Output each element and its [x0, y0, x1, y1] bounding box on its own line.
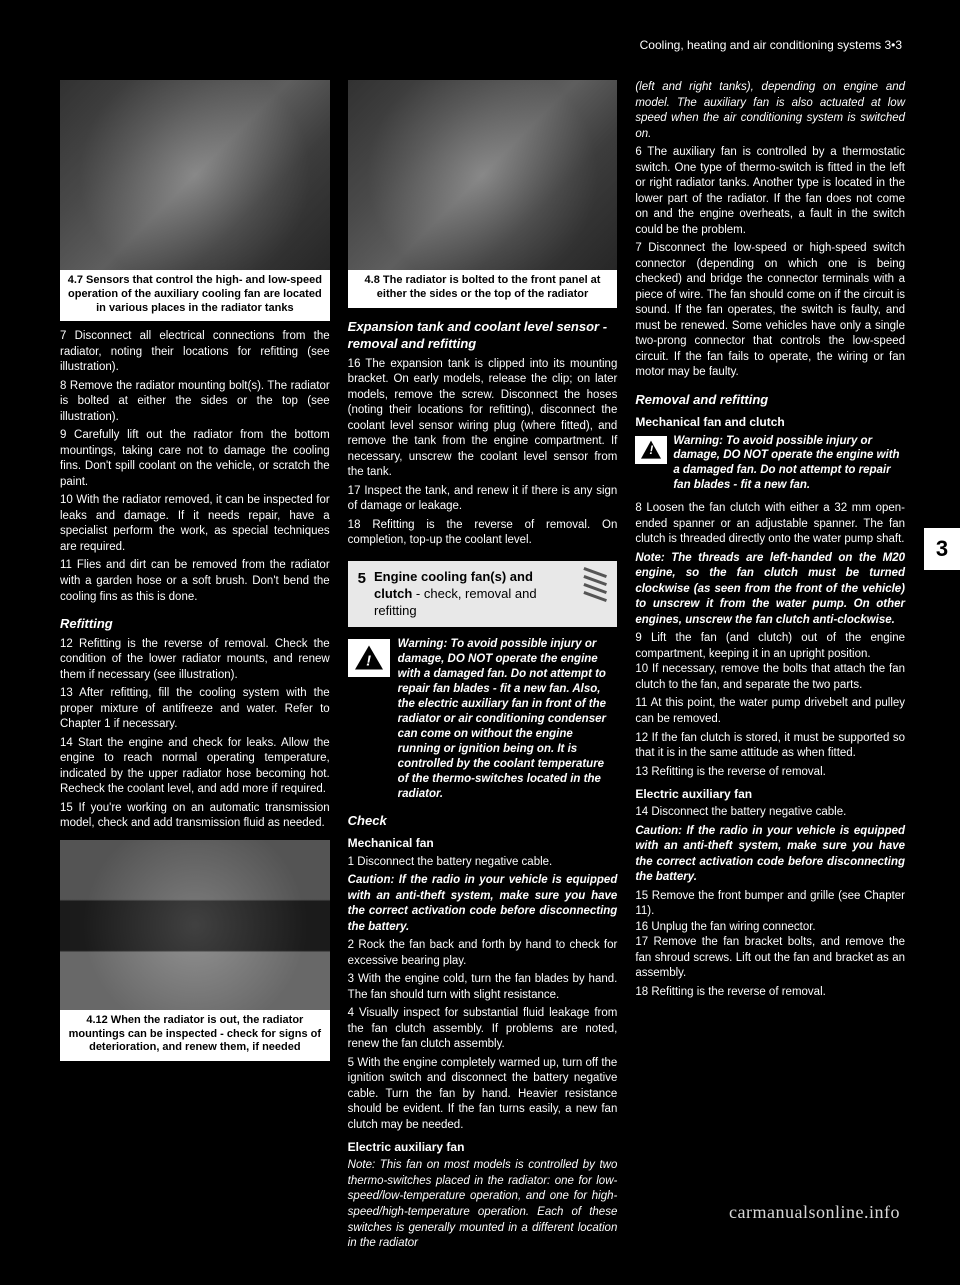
- heading-refitting: Refitting: [60, 615, 330, 633]
- heading-electric-aux-fan-1: Electric auxiliary fan: [348, 1139, 618, 1155]
- heading-mechanical-fan: Mechanical fan: [348, 835, 618, 851]
- check-step-4: 4 Visually inspect for substantial fluid…: [348, 1006, 618, 1053]
- figure-4-12-caption: 4.12 When the radiator is out, the radia…: [60, 1010, 330, 1061]
- step-8: 8 Remove the radiator mounting bolt(s). …: [60, 379, 330, 426]
- check-step-7: 7 Disconnect the low-speed or high-speed…: [635, 241, 905, 381]
- check-step-3: 3 With the engine cold, turn the fan bla…: [348, 972, 618, 1003]
- removal-step-13: 13 Refitting is the reverse of removal.: [635, 765, 905, 781]
- battery-caution-1: Caution: If the radio in your vehicle is…: [348, 873, 618, 935]
- figure-4-12-image: [60, 840, 330, 1010]
- figure-4-7-image: [60, 80, 330, 270]
- figure-4-12: 4.12 When the radiator is out, the radia…: [60, 840, 330, 1061]
- warning-triangle-icon-2: [635, 436, 667, 464]
- heading-check: Check: [348, 812, 618, 830]
- column-1: 4.7 Sensors that control the high- and l…: [60, 80, 330, 1255]
- section-5-header: 5 Engine cooling fan(s) and clutch - che…: [348, 561, 618, 628]
- figure-4-8: 4.8 The radiator is bolted to the front …: [348, 80, 618, 308]
- step-9: 9 Carefully lift out the radiator from t…: [60, 428, 330, 490]
- step-17: 17 Inspect the tank, and renew it if the…: [348, 484, 618, 515]
- step-10: 10 With the radiator removed, it can be …: [60, 493, 330, 555]
- note-6: Note: This fan on most models is control…: [348, 1158, 618, 1251]
- column-2: 4.8 The radiator is bolted to the front …: [348, 80, 618, 1255]
- figure-4-8-caption: 4.8 The radiator is bolted to the front …: [348, 270, 618, 308]
- heading-removal-refitting: Removal and refitting: [635, 391, 905, 409]
- step-13: 13 After refitting, fill the cooling sys…: [60, 686, 330, 733]
- note-6-cont: (left and right tanks), depending on eng…: [635, 80, 905, 142]
- step-15: 15 If you're working on an automatic tra…: [60, 801, 330, 832]
- removal-step-12: 12 If the fan clutch is stored, it must …: [635, 731, 905, 762]
- heading-mechanical-fan-clutch: Mechanical fan and clutch: [635, 414, 905, 430]
- step-12: 12 Refitting is the reverse of removal. …: [60, 637, 330, 684]
- figure-4-8-image: [348, 80, 618, 270]
- warning-triangle-icon: [348, 639, 390, 677]
- heading-expansion-tank: Expansion tank and coolant level sensor …: [348, 318, 618, 353]
- removal-step-15-17: 15 Remove the front bumper and grille (s…: [635, 889, 905, 982]
- chapter-tab: 3: [924, 528, 960, 570]
- check-step-6: 6 The auxiliary fan is controlled by a t…: [635, 145, 905, 238]
- check-step-5: 5 With the engine completely warmed up, …: [348, 1056, 618, 1134]
- removal-step-14: 14 Disconnect the battery negative cable…: [635, 805, 905, 821]
- check-step-2: 2 Rock the fan back and forth by hand to…: [348, 938, 618, 969]
- step-16: 16 The expansion tank is clipped into it…: [348, 357, 618, 481]
- removal-step-8: 8 Loosen the fan clutch with either a 32…: [635, 501, 905, 548]
- removal-step-11: 11 At this point, the water pump drivebe…: [635, 696, 905, 727]
- removal-step-9-10: 9 Lift the fan (and clutch) out of the e…: [635, 631, 905, 693]
- figure-4-7-caption: 4.7 Sensors that control the high- and l…: [60, 270, 330, 321]
- removal-step-18: 18 Refitting is the reverse of removal.: [635, 985, 905, 1001]
- watermark: carmanualsonline.info: [729, 1202, 900, 1223]
- step-7: 7 Disconnect all electrical connections …: [60, 329, 330, 376]
- figure-4-7: 4.7 Sensors that control the high- and l…: [60, 80, 330, 321]
- spanner-icon: [579, 567, 611, 605]
- column-3: (left and right tanks), depending on eng…: [635, 80, 905, 1255]
- battery-caution-2: Caution: If the radio in your vehicle is…: [635, 824, 905, 886]
- page-header: Cooling, heating and air conditioning sy…: [640, 38, 902, 52]
- section-5-title: Engine cooling fan(s) and clutch - check…: [374, 569, 607, 620]
- check-step-1: 1 Disconnect the battery negative cable.: [348, 855, 618, 871]
- step-18: 18 Refitting is the reverse of removal. …: [348, 518, 618, 549]
- section-5-number: 5: [358, 569, 366, 589]
- heading-electric-aux-fan-2: Electric auxiliary fan: [635, 786, 905, 802]
- warning-section-5: Warning: To avoid possible injury or dam…: [348, 637, 618, 801]
- warning-removal: Warning: To avoid possible injury or dam…: [635, 434, 905, 494]
- note-left-hand-thread: Note: The threads are left-handed on the…: [635, 551, 905, 629]
- step-14: 14 Start the engine and check for leaks.…: [60, 736, 330, 798]
- step-11: 11 Flies and dirt can be removed from th…: [60, 558, 330, 605]
